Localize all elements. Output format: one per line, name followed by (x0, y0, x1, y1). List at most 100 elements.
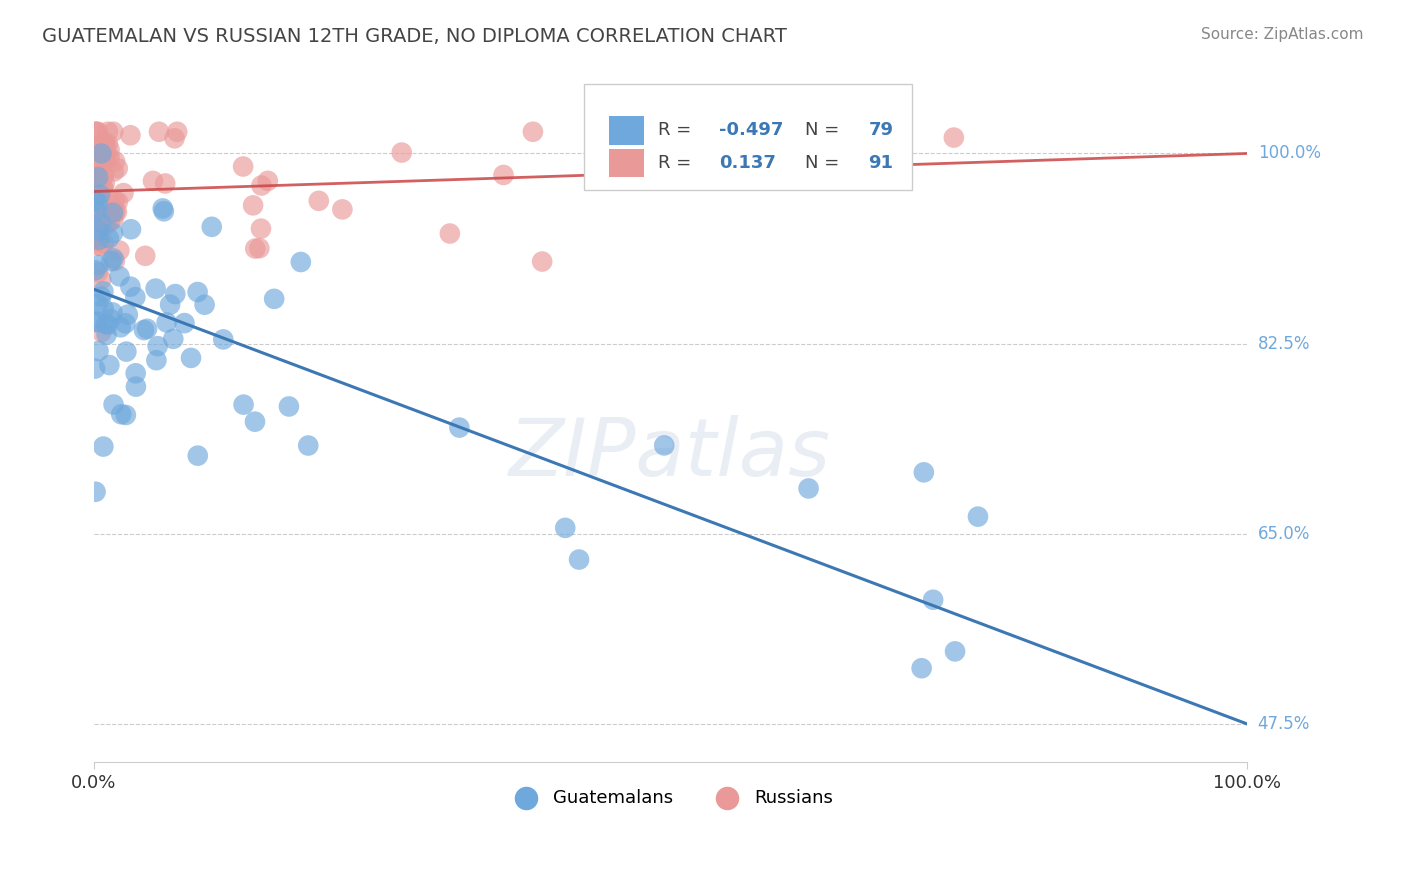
Text: 79: 79 (869, 121, 894, 139)
Point (84, 215, 107, 229)
Point (103, 164, 125, 178)
Point (84, 147, 107, 161)
Point (187, 449, 209, 463)
Point (87, 238, 110, 252)
Point (87, 225, 110, 239)
Point (87, 195, 110, 210)
Point (90, 272, 112, 286)
Point (87, 265, 110, 279)
Point (142, 174, 165, 188)
Point (87, 224, 110, 238)
Point (84, 125, 107, 139)
Point (104, 194, 127, 208)
Point (554, 521, 576, 535)
Point (242, 198, 264, 212)
Point (212, 333, 235, 347)
Text: R =: R = (658, 121, 696, 139)
Point (93, 169, 115, 183)
Point (245, 242, 267, 256)
Point (911, 661, 934, 675)
Legend: Guatemalans, Russians: Guatemalans, Russians (501, 782, 841, 814)
Point (93, 181, 115, 195)
Point (105, 204, 128, 219)
Point (134, 249, 156, 263)
Point (94, 137, 117, 152)
Point (100, 312, 122, 326)
Point (94, 154, 117, 169)
Point (108, 269, 131, 284)
Point (232, 160, 254, 174)
Point (97, 318, 120, 332)
Point (84, 125, 107, 139)
Point (114, 408, 136, 422)
Text: 65.0%: 65.0% (1258, 524, 1310, 542)
Point (93, 236, 115, 251)
Point (114, 316, 136, 330)
Point (103, 252, 125, 266)
Point (156, 315, 179, 329)
Point (165, 287, 187, 301)
Point (93, 285, 115, 299)
Point (98, 143, 121, 157)
Point (124, 290, 146, 304)
Point (194, 298, 217, 312)
Text: 0.137: 0.137 (718, 154, 776, 172)
Point (132, 323, 155, 337)
Point (163, 131, 186, 145)
Point (84, 225, 107, 239)
Point (93, 204, 115, 219)
Text: 100.0%: 100.0% (1258, 145, 1320, 162)
Point (93, 440, 115, 454)
Point (104, 205, 127, 219)
Point (84, 315, 107, 329)
Point (94, 317, 117, 331)
Point (159, 298, 181, 312)
Point (93, 301, 115, 316)
Text: 82.5%: 82.5% (1258, 334, 1310, 352)
Point (90, 146, 112, 161)
Point (87, 170, 110, 185)
Point (101, 206, 124, 220)
Point (492, 168, 515, 182)
Point (90, 216, 112, 230)
Point (145, 353, 167, 368)
Point (145, 282, 167, 296)
Point (90, 156, 112, 170)
Point (107, 161, 129, 176)
Point (103, 125, 125, 139)
Point (201, 219, 224, 234)
Point (97, 125, 120, 139)
Point (797, 482, 820, 496)
Point (922, 592, 945, 607)
Point (256, 174, 278, 188)
Point (97, 136, 120, 151)
Point (110, 407, 132, 421)
Point (86, 204, 108, 219)
Point (531, 254, 554, 268)
Point (290, 255, 312, 269)
Text: N =: N = (806, 121, 845, 139)
Point (108, 244, 131, 258)
Point (86, 162, 108, 177)
Point (103, 212, 125, 227)
Text: -0.497: -0.497 (718, 121, 783, 139)
Point (146, 339, 169, 353)
Point (449, 420, 471, 434)
Point (84, 484, 107, 499)
Point (749, 125, 772, 139)
Point (91, 216, 114, 230)
Point (94, 139, 117, 153)
Point (967, 509, 990, 524)
Point (87, 161, 110, 176)
FancyBboxPatch shape (609, 116, 644, 145)
Text: N =: N = (806, 154, 845, 172)
Point (120, 279, 142, 293)
Point (153, 177, 176, 191)
Point (94, 176, 117, 190)
Point (942, 130, 965, 145)
Point (100, 198, 122, 212)
Point (98, 358, 121, 372)
Point (104, 253, 127, 268)
Point (912, 466, 935, 480)
Point (84, 157, 107, 171)
